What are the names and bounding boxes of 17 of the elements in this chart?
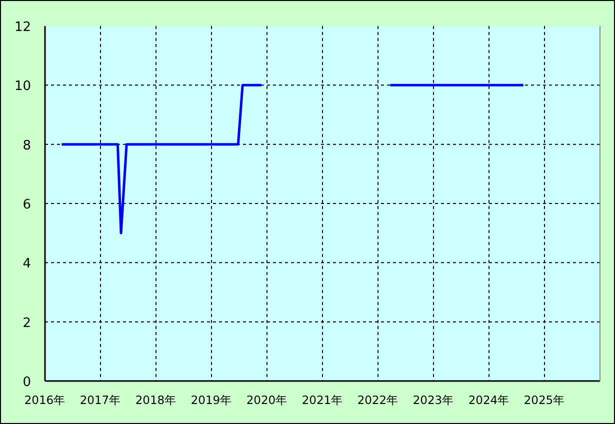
y-tick-label: 6 [22, 198, 31, 212]
x-tick-label: 2017年 [80, 393, 122, 407]
x-tick-label: 2024年 [468, 393, 510, 407]
x-tick-label: 2018年 [135, 393, 177, 407]
x-tick-label: 2019年 [190, 393, 232, 407]
y-tick-label: 4 [22, 256, 31, 272]
y-tick-label: 0 [22, 375, 31, 390]
x-tick-label: 2022年 [357, 393, 399, 407]
x-tick-label: 2023年 [412, 393, 454, 407]
x-tick-label: 2020年 [246, 393, 288, 407]
y-tick-label: 10 [14, 79, 31, 94]
x-tick-label: 2016年 [24, 393, 66, 407]
y-tick-label: 12 [14, 20, 31, 35]
y-tick-label: 2 [22, 316, 31, 331]
x-tick-label: 2021年 [302, 393, 344, 407]
x-tick-label: 2025年 [524, 393, 566, 407]
y-tick-label: 8 [22, 138, 31, 154]
